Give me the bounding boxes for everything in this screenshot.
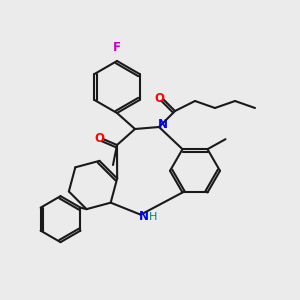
Text: N: N (158, 118, 168, 130)
Text: N: N (139, 210, 149, 223)
Text: F: F (113, 41, 121, 54)
Text: H: H (148, 212, 157, 222)
Text: O: O (154, 92, 164, 104)
Text: O: O (94, 131, 104, 145)
